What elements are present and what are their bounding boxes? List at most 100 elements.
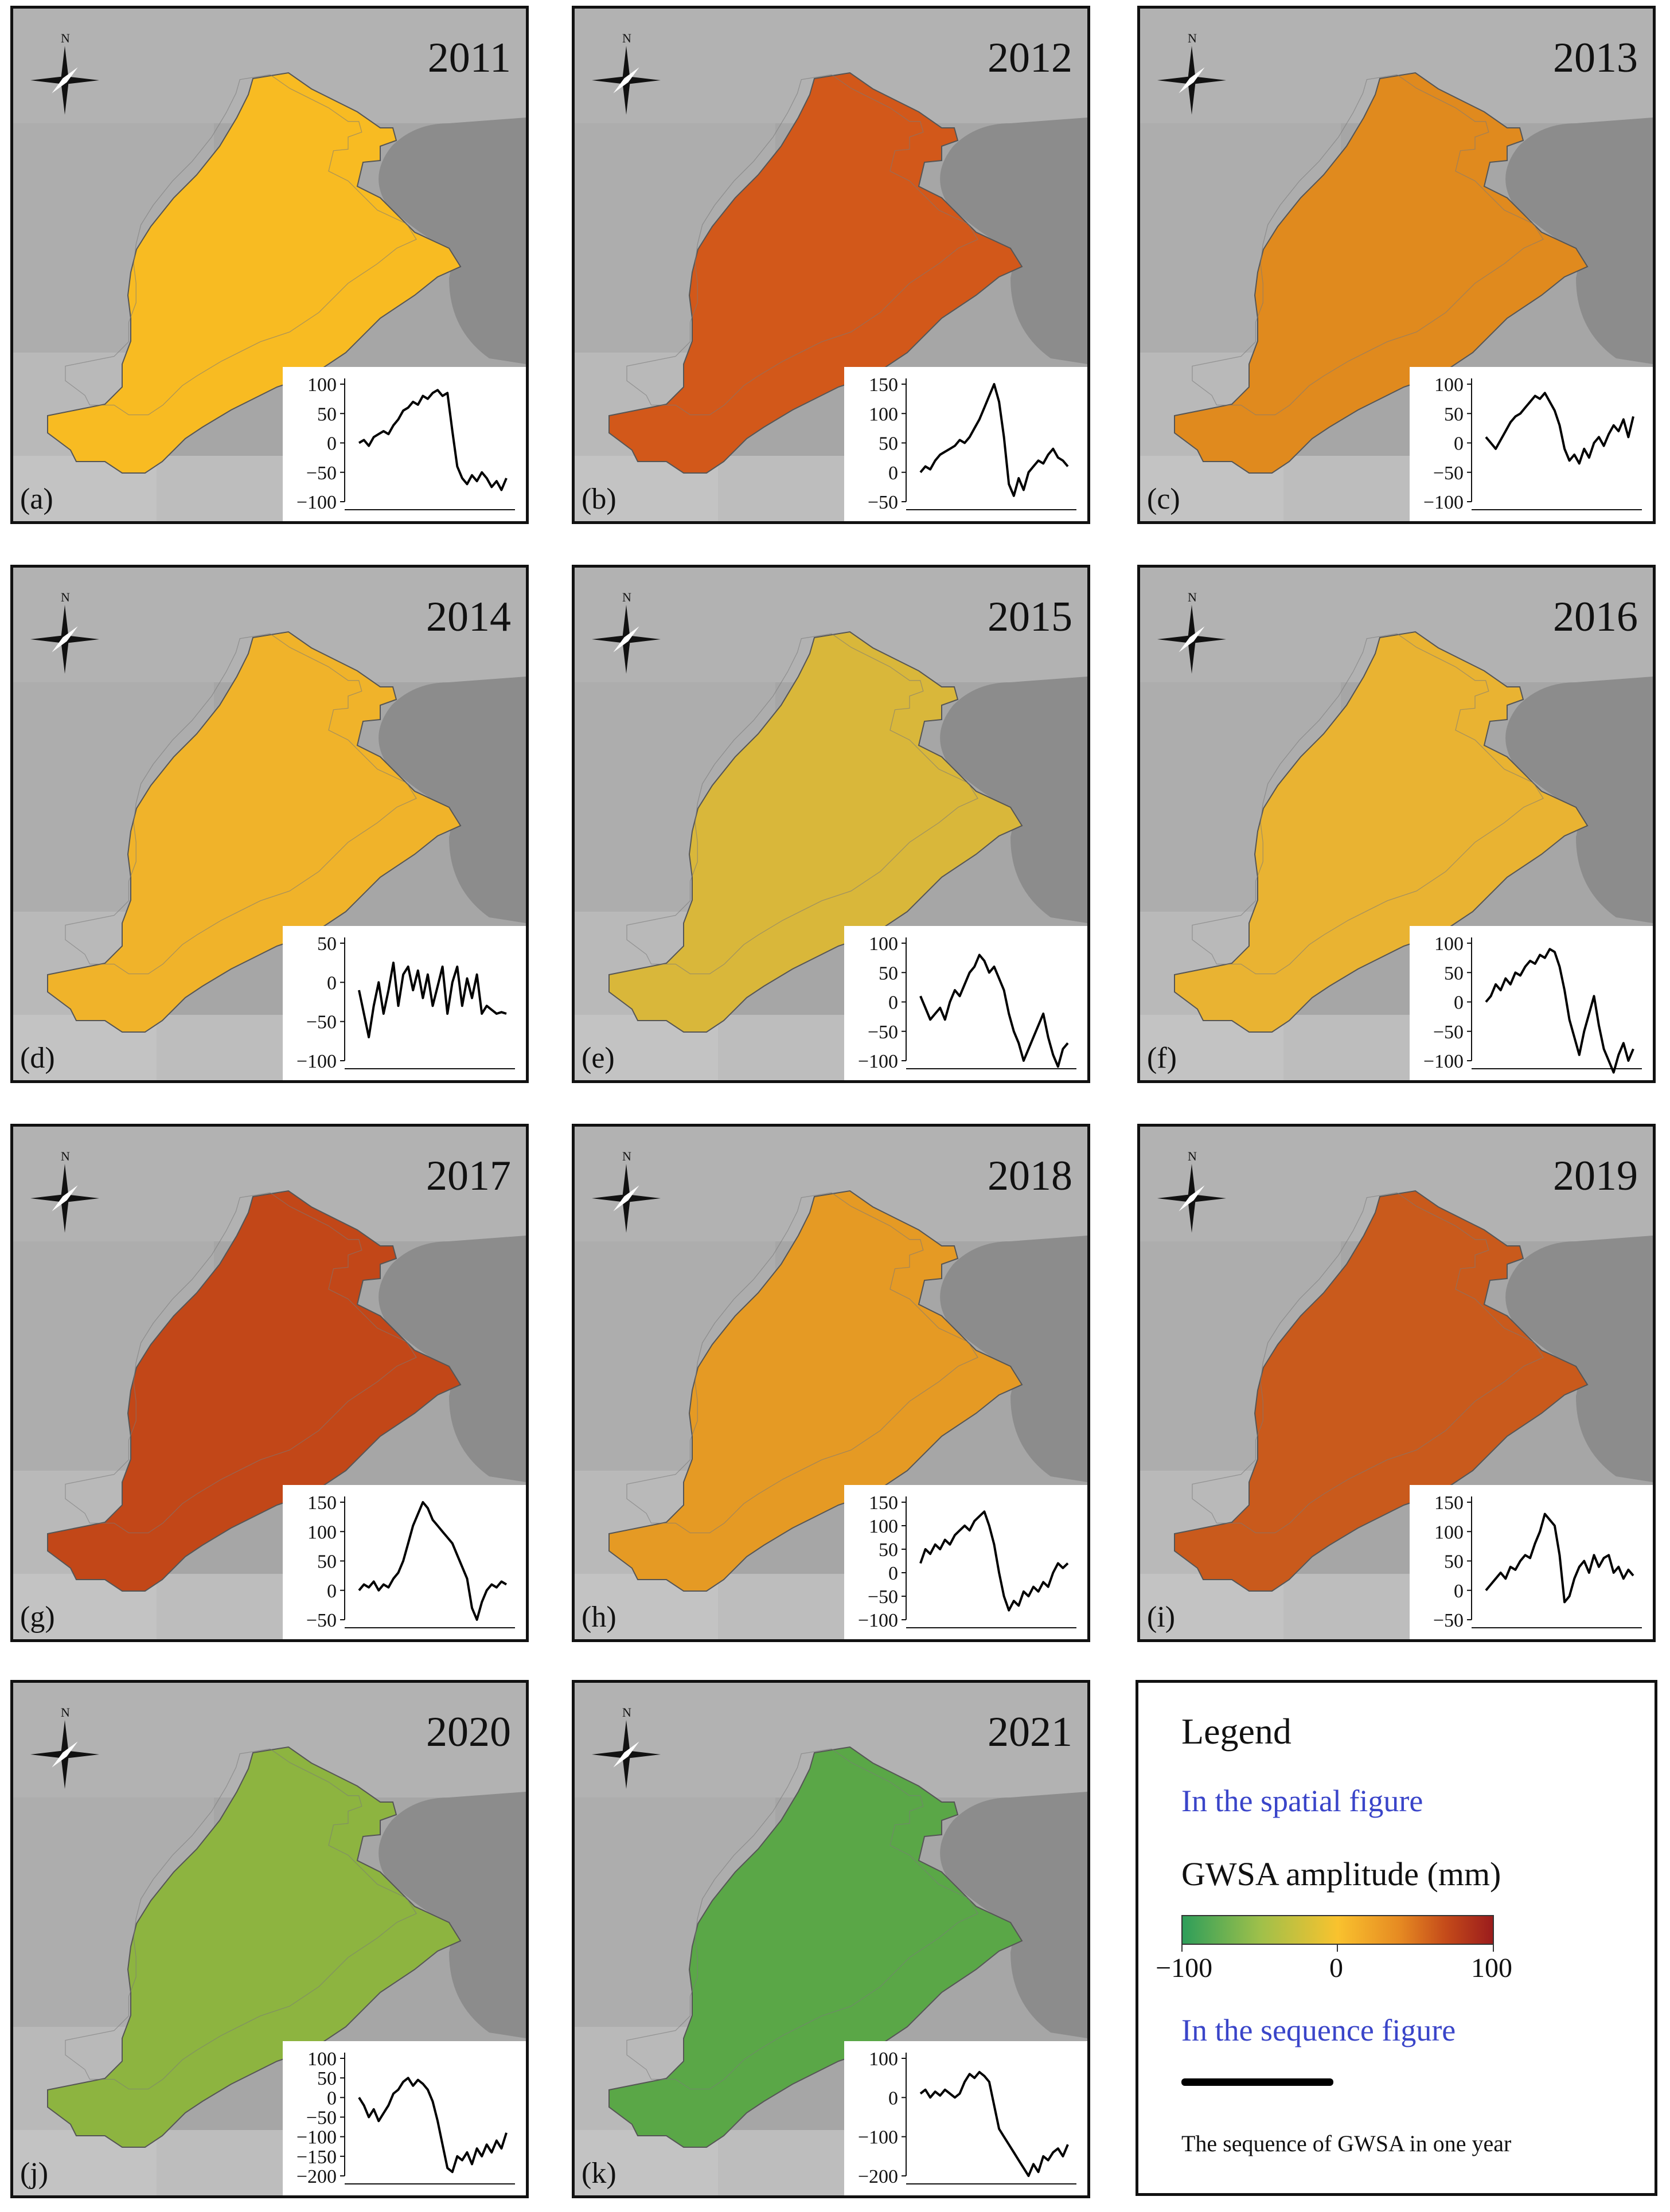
gwsa-region — [1174, 1190, 1589, 1592]
map-svg: N 2021 (k) 100 0 −100 −200 — [575, 1683, 1087, 2195]
gwsa-sequence-line — [358, 389, 508, 491]
north-arrow-icon: N — [592, 31, 661, 115]
y-tick-label: −50 — [1433, 1022, 1464, 1043]
panel-letter: (f) — [1147, 1042, 1177, 1074]
y-tick-label: 150 — [307, 1492, 337, 1514]
map-svg: N 2014 (d) 50 0 −50 −100 — [13, 568, 526, 1080]
map-svg: N 2012 (b) 150 100 50 0 −50 — [575, 9, 1087, 521]
y-tick-label: 100 — [307, 2049, 337, 2070]
north-label: N — [622, 31, 631, 45]
y-tick-label: −50 — [868, 1586, 898, 1608]
sequence-inset: 150 100 50 0 −50 — [1410, 1485, 1653, 1639]
sequence-inset: 50 0 −50 −100 — [283, 926, 526, 1080]
y-tick-label: −150 — [296, 2147, 337, 2168]
y-tick-label: −100 — [1423, 1051, 1464, 1072]
colorbar-min-label: −100 — [1156, 1953, 1213, 1983]
bohai-sea — [379, 677, 526, 923]
y-tick-label: −50 — [868, 492, 898, 513]
y-tick-label: 0 — [1454, 1581, 1464, 1602]
y-tick-label: 100 — [1434, 374, 1464, 396]
north-arrow-icon: N — [1157, 1149, 1226, 1233]
map-svg: N 2015 (e) 100 50 0 −50 −100 — [575, 568, 1087, 1080]
legend-colorbar — [1181, 1915, 1494, 1945]
map-svg: N 2017 (g) 150 100 50 0 −50 — [13, 1127, 526, 1639]
bohai-sea — [940, 118, 1087, 364]
sequence-line-sample — [1181, 2078, 1333, 2086]
panel-letter: (j) — [20, 2157, 48, 2190]
bohai-sea — [379, 1792, 526, 2038]
gwsa-sequence-line — [919, 2070, 1069, 2177]
panel-letter: (k) — [582, 2157, 617, 2190]
province-boundary — [65, 74, 417, 416]
map-panel-2016: N 2016 (f) 100 50 0 −50 −100 — [1137, 565, 1656, 1083]
year-label: 2014 — [426, 593, 511, 640]
y-tick-label: −100 — [858, 2127, 898, 2148]
north-label: N — [61, 31, 70, 45]
sequence-inset: 150 100 50 0 −50 — [844, 367, 1087, 521]
panel-letter: (g) — [20, 1601, 55, 1633]
legend-title: Legend — [1181, 1711, 1291, 1752]
north-arrow-icon: N — [592, 1149, 661, 1233]
gwsa-region — [1174, 631, 1589, 1033]
map-panel-2017: N 2017 (g) 150 100 50 0 −50 — [10, 1124, 529, 1642]
y-tick-label: −50 — [306, 1610, 337, 1631]
y-tick-label: 0 — [327, 972, 337, 994]
north-arrow-icon: N — [30, 1705, 99, 1789]
y-tick-label: 50 — [317, 1551, 337, 1573]
gwsa-region — [47, 72, 462, 474]
y-tick-label: −100 — [296, 1051, 337, 1072]
gwsa-region — [47, 1746, 462, 2148]
north-arrow-icon: N — [30, 590, 99, 674]
year-label: 2020 — [426, 1709, 511, 1756]
y-tick-label: 150 — [869, 1492, 898, 1514]
y-tick-label: 100 — [869, 2049, 898, 2070]
map-panel-2014: N 2014 (d) 50 0 −50 −100 — [10, 565, 529, 1083]
y-tick-label: 100 — [869, 404, 898, 425]
province-boundary — [1192, 1192, 1544, 1534]
gwsa-sequence-line — [358, 962, 507, 1038]
y-tick-label: 150 — [869, 374, 898, 396]
y-tick-label: 100 — [869, 1516, 898, 1537]
province-boundary — [626, 633, 978, 975]
gwsa-region — [608, 631, 1023, 1033]
gwsa-region — [608, 1746, 1023, 2148]
y-tick-label: −50 — [306, 1012, 337, 1033]
y-tick-label: −50 — [1433, 1610, 1464, 1631]
legend-sequence-caption: The sequence of GWSA in one year — [1181, 2131, 1512, 2156]
y-tick-label: −100 — [1423, 492, 1464, 513]
map-panel-2012: N 2012 (b) 150 100 50 0 −50 — [572, 6, 1090, 524]
y-tick-label: 50 — [1444, 1551, 1464, 1573]
map-panel-2019: N 2019 (i) 150 100 50 0 −50 — [1137, 1124, 1656, 1642]
y-tick-label: −100 — [858, 1610, 898, 1631]
sequence-inset: 100 50 0 −50 −100 — [283, 367, 526, 521]
year-label: 2016 — [1553, 593, 1638, 640]
y-tick-label: 50 — [879, 433, 898, 455]
province-boundary — [1192, 74, 1544, 416]
map-panel-2018: N 2018 (h) 150 100 50 0 −50 −100 — [572, 1124, 1090, 1642]
bohai-sea — [940, 677, 1087, 923]
y-tick-label: 100 — [1434, 933, 1464, 955]
colorbar-tick-min — [1181, 1944, 1183, 1952]
map-svg: N 2013 (c) 100 50 0 −50 −100 — [1140, 9, 1653, 521]
bohai-sea — [379, 118, 526, 364]
y-tick-label: 50 — [317, 404, 337, 425]
panel-letter: (b) — [582, 483, 617, 515]
y-tick-label: 50 — [1444, 963, 1464, 984]
gwsa-region — [47, 631, 462, 1033]
gwsa-region — [608, 72, 1023, 474]
gwsa-sequence-line — [1485, 392, 1634, 465]
province-boundary — [65, 633, 417, 975]
north-label: N — [622, 1705, 631, 1719]
y-tick-label: 50 — [879, 1539, 898, 1561]
y-tick-label: 0 — [888, 463, 898, 484]
gwsa-sequence-line — [358, 1501, 508, 1621]
panel-letter: (d) — [20, 1042, 55, 1074]
gwsa-region — [47, 1190, 462, 1592]
sequence-inset: 100 50 0 −50 −100 — [1410, 367, 1653, 521]
colorbar-mid-label: 0 — [1329, 1953, 1343, 1983]
north-arrow-icon: N — [1157, 590, 1226, 674]
gwsa-sequence-line — [358, 2077, 508, 2174]
sequence-inset: 100 50 0 −50 −100 — [844, 926, 1087, 1080]
y-tick-label: 50 — [317, 2068, 337, 2089]
